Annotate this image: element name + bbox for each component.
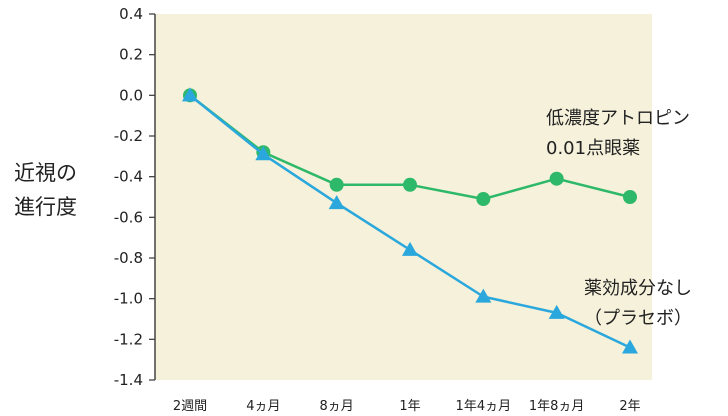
y-tick-label: -1.4	[114, 371, 143, 389]
y-tick-label: 0.2	[119, 46, 143, 64]
data-point	[475, 288, 492, 303]
x-ticks: 2週間 4ヵ月 8ヵ月 1年 1年4ヵ月 1年8ヵ月 2年	[173, 399, 641, 414]
y-tick-label: -0.6	[114, 208, 143, 226]
y-axis-label-line: 近視の	[14, 161, 77, 185]
x-tick-label: 8ヵ月	[320, 399, 354, 414]
data-point	[403, 177, 417, 192]
series-name-label: （プラセボ）	[584, 308, 692, 329]
y-tick-label: -0.2	[114, 127, 143, 145]
y-tick-label: -1.2	[114, 330, 143, 348]
y-tick-label: 0.4	[119, 5, 143, 23]
x-tick-label: 1年8ヵ月	[529, 399, 585, 414]
y-ticks: 0.4 0.2 0.0 -0.2 -0.4 -0.6 -0.8 -1.0 -1.2 -1.4	[114, 5, 155, 389]
x-tick-label: 2週間	[173, 399, 207, 414]
series-name-label: 薬効成分なし	[584, 278, 692, 299]
y-tick-label: -1.0	[114, 290, 143, 308]
series-layer	[182, 87, 638, 354]
data-point	[476, 192, 491, 207]
data-point	[549, 171, 564, 186]
x-tick-label: 4ヵ月	[246, 399, 280, 414]
x-tick-label: 2年	[619, 399, 640, 414]
data-point	[328, 195, 345, 210]
plot-area	[155, 14, 652, 380]
data-point	[622, 339, 638, 354]
data-point	[255, 146, 272, 161]
x-tick-label: 1年	[399, 399, 420, 414]
x-tick-label: 1年4ヵ月	[456, 399, 512, 414]
data-point	[182, 87, 198, 102]
series-name-label: 0.01点眼薬	[546, 138, 640, 159]
y-tick-label: 0.0	[119, 86, 143, 104]
data-point	[402, 241, 418, 256]
data-point	[329, 177, 344, 192]
series-name-label: 低濃度アトロピン	[546, 108, 690, 129]
data-point	[623, 190, 637, 204]
data-point	[548, 304, 565, 319]
y-tick-label: -0.8	[114, 249, 143, 267]
y-axis-label-line: 進行度	[14, 195, 77, 219]
y-tick-label: -0.4	[114, 168, 143, 186]
